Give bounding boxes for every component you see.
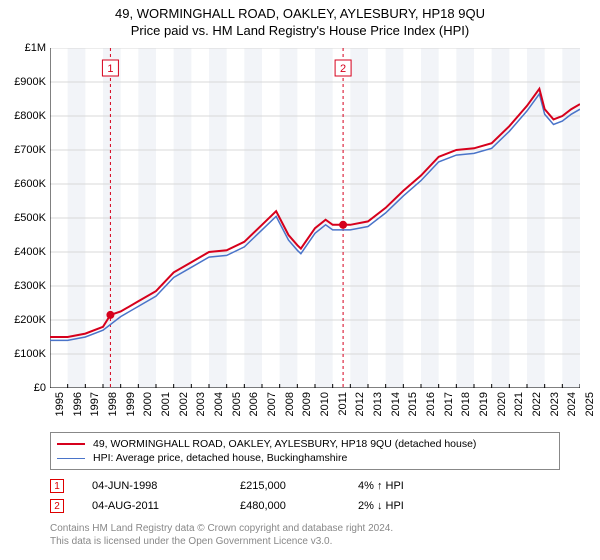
x-tick-label: 2001	[160, 392, 172, 416]
marker-row-1: 1 04-JUN-1998 £215,000 4% ↑ HPI	[50, 476, 560, 496]
marker-pct-1: 4% ↑ HPI	[358, 480, 458, 492]
title-block: 49, WORMINGHALL ROAD, OAKLEY, AYLESBURY,…	[0, 0, 600, 38]
x-tick-label: 2024	[566, 392, 578, 416]
legend-box: 49, WORMINGHALL ROAD, OAKLEY, AYLESBURY,…	[50, 432, 560, 470]
x-tick-label: 2008	[284, 392, 296, 416]
y-tick-label: £0	[34, 382, 46, 394]
y-tick-label: £800K	[14, 110, 46, 122]
y-tick-label: £500K	[14, 212, 46, 224]
footer-line-1: Contains HM Land Registry data © Crown c…	[50, 522, 393, 535]
x-tick-label: 2009	[301, 392, 313, 416]
x-tick-label: 1997	[89, 392, 101, 416]
x-tick-label: 2015	[407, 392, 419, 416]
x-tick-label: 2000	[142, 392, 154, 416]
legend-label-property: 49, WORMINGHALL ROAD, OAKLEY, AYLESBURY,…	[93, 438, 476, 450]
marker-date-2: 04-AUG-2011	[92, 500, 212, 512]
x-tick-label: 2002	[178, 392, 190, 416]
marker-badge-1: 1	[50, 479, 64, 493]
x-tick-label: 2013	[372, 392, 384, 416]
marker-price-1: £215,000	[240, 480, 330, 492]
y-tick-label: £900K	[14, 76, 46, 88]
x-tick-label: 2003	[195, 392, 207, 416]
x-tick-label: 2010	[319, 392, 331, 416]
svg-text:1: 1	[107, 63, 113, 75]
y-tick-label: £100K	[14, 348, 46, 360]
legend-row-property: 49, WORMINGHALL ROAD, OAKLEY, AYLESBURY,…	[57, 437, 553, 451]
y-tick-label: £200K	[14, 314, 46, 326]
y-tick-label: £300K	[14, 280, 46, 292]
title-address: 49, WORMINGHALL ROAD, OAKLEY, AYLESBURY,…	[0, 6, 600, 21]
x-tick-label: 2007	[266, 392, 278, 416]
legend-label-hpi: HPI: Average price, detached house, Buck…	[93, 452, 347, 464]
x-tick-label: 2011	[337, 392, 349, 416]
x-tick-label: 2025	[584, 392, 596, 416]
title-subtitle: Price paid vs. HM Land Registry's House …	[0, 23, 600, 38]
footer: Contains HM Land Registry data © Crown c…	[50, 522, 393, 548]
x-tick-label: 2020	[496, 392, 508, 416]
legend-swatch-hpi	[57, 458, 85, 459]
footer-line-2: This data is licensed under the Open Gov…	[50, 535, 393, 548]
legend-swatch-property	[57, 443, 85, 445]
chart-area: 12 £0£100K£200K£300K£400K£500K£600K£700K…	[50, 48, 580, 388]
marker-date-1: 04-JUN-1998	[92, 480, 212, 492]
x-tick-label: 1996	[72, 392, 84, 416]
marker-row-2: 2 04-AUG-2011 £480,000 2% ↓ HPI	[50, 496, 560, 516]
x-tick-label: 2019	[478, 392, 490, 416]
marker-table: 1 04-JUN-1998 £215,000 4% ↑ HPI 2 04-AUG…	[50, 476, 560, 516]
x-tick-label: 1995	[54, 392, 66, 416]
x-tick-label: 2021	[513, 392, 525, 416]
y-tick-label: £600K	[14, 178, 46, 190]
marker-price-2: £480,000	[240, 500, 330, 512]
x-tick-label: 2017	[443, 392, 455, 416]
x-tick-label: 2023	[549, 392, 561, 416]
y-tick-label: £1M	[25, 42, 46, 54]
svg-text:2: 2	[340, 63, 346, 75]
chart-container: 49, WORMINGHALL ROAD, OAKLEY, AYLESBURY,…	[0, 0, 600, 560]
x-tick-label: 2006	[248, 392, 260, 416]
x-tick-label: 2016	[425, 392, 437, 416]
x-tick-label: 2018	[460, 392, 472, 416]
marker-badge-2: 2	[50, 499, 64, 513]
marker-pct-2: 2% ↓ HPI	[358, 500, 458, 512]
x-tick-label: 2014	[390, 392, 402, 416]
x-tick-label: 1998	[107, 392, 119, 416]
chart-svg: 12	[50, 48, 580, 388]
y-tick-label: £400K	[14, 246, 46, 258]
legend-row-hpi: HPI: Average price, detached house, Buck…	[57, 451, 553, 465]
y-tick-label: £700K	[14, 144, 46, 156]
x-tick-label: 2022	[531, 392, 543, 416]
x-tick-label: 2004	[213, 392, 225, 416]
x-tick-label: 2005	[231, 392, 243, 416]
x-tick-label: 1999	[125, 392, 137, 416]
x-tick-label: 2012	[354, 392, 366, 416]
